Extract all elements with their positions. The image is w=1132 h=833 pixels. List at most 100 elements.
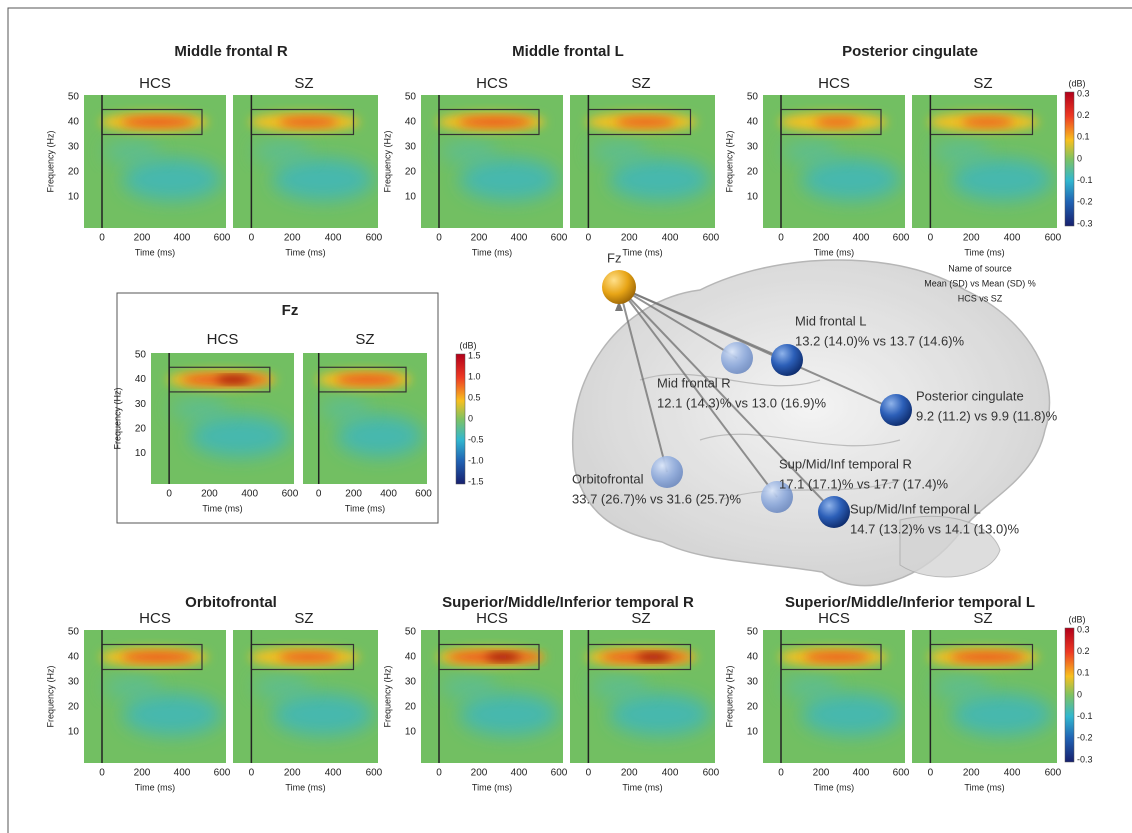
colorbar-tick: -0.3: [1077, 754, 1093, 764]
y-tick-label: 10: [135, 448, 147, 459]
panel-title: Superior/Middle/Inferior temporal R: [442, 594, 694, 611]
x-tick-label: 400: [1004, 768, 1021, 779]
source-stats: 17.1 (17.1)% vs 17.7 (17.4)%: [779, 476, 949, 491]
panel-title: Posterior cingulate: [842, 43, 978, 60]
heatmap: [233, 95, 378, 228]
condition-label: HCS: [476, 75, 508, 92]
y-tick-label: 10: [747, 192, 759, 203]
panel-title: Orbitofrontal: [185, 594, 277, 611]
x-tick-label: 200: [201, 489, 218, 500]
legend-line: Name of source: [948, 263, 1012, 273]
y-tick-label: 40: [747, 652, 759, 663]
colorbar-tick: -0.1: [1077, 175, 1093, 185]
panel-title: Middle frontal R: [174, 43, 287, 60]
source-stats: 14.7 (13.2)% vs 14.1 (13.0)%: [850, 521, 1020, 536]
source-node: [818, 496, 850, 528]
condition-label: SZ: [294, 610, 313, 627]
colorbar: [456, 354, 465, 484]
y-tick-label: 40: [135, 374, 147, 385]
panel-title: Middle frontal L: [512, 43, 624, 60]
y-tick-label: 50: [405, 92, 417, 103]
y-tick-label: 30: [135, 399, 147, 410]
y-tick-label: 40: [68, 652, 80, 663]
colorbar-tick: 1.5: [468, 350, 481, 360]
heatmap-band: [278, 652, 338, 661]
heatmap-low: [272, 158, 374, 201]
x-axis-label: Time (ms): [622, 247, 662, 257]
x-tick-label: 0: [436, 768, 442, 779]
condition-label: HCS: [207, 331, 239, 348]
source-stats: 9.2 (11.2) vs 9.9 (11.8)%: [916, 408, 1058, 423]
y-tick-label: 40: [405, 117, 417, 128]
y-tick-label: 20: [135, 423, 147, 434]
colorbar-tick: -0.2: [1077, 733, 1093, 743]
heatmap-low: [801, 158, 900, 201]
x-tick-label: 200: [813, 768, 830, 779]
heatmap-low: [253, 676, 311, 697]
heatmap-peak: [486, 654, 520, 661]
condition-label: HCS: [818, 610, 850, 627]
heatmap-band: [335, 375, 399, 384]
source-name: Mid frontal L: [795, 313, 867, 328]
x-tick-label: 0: [928, 233, 934, 244]
condition-label: SZ: [973, 610, 992, 627]
y-tick-label: 10: [68, 192, 80, 203]
y-tick-label: 40: [68, 117, 80, 128]
condition-label: SZ: [294, 75, 313, 92]
heatmap-peak: [216, 376, 250, 383]
colorbar-tick: 0.2: [1077, 110, 1090, 120]
x-tick-label: 600: [415, 489, 432, 500]
colorbar-tick: -0.1: [1077, 711, 1093, 721]
heatmap-band: [121, 117, 195, 126]
colorbar-tick: 0.5: [468, 392, 481, 402]
x-axis-label: Time (ms): [472, 247, 512, 257]
x-tick-label: 200: [621, 768, 638, 779]
panel-title: Fz: [282, 302, 299, 319]
y-tick-label: 20: [747, 167, 759, 178]
x-tick-label: 400: [241, 489, 258, 500]
heatmap-low: [104, 141, 161, 162]
y-axis-label: Frequency (Hz): [45, 665, 55, 727]
x-tick-label: 400: [853, 768, 870, 779]
x-tick-label: 600: [703, 768, 720, 779]
heatmap: [570, 95, 715, 228]
colorbar: [1065, 92, 1074, 226]
y-tick-label: 20: [68, 167, 80, 178]
heatmap-low: [590, 676, 648, 697]
y-axis-label: Frequency (Hz): [724, 130, 734, 192]
y-axis-label: Frequency (Hz): [382, 665, 392, 727]
y-tick-label: 30: [68, 142, 80, 153]
heatmap-low: [253, 141, 311, 162]
x-axis-label: Time (ms): [622, 782, 662, 792]
x-tick-label: 200: [284, 768, 301, 779]
x-tick-label: 200: [284, 233, 301, 244]
y-tick-label: 50: [405, 627, 417, 638]
x-tick-label: 600: [1045, 233, 1062, 244]
y-tick-label: 50: [68, 92, 80, 103]
y-tick-label: 20: [68, 702, 80, 713]
heatmap-band: [961, 117, 1014, 126]
x-tick-label: 400: [325, 768, 342, 779]
colorbar-tick: 0.1: [1077, 668, 1090, 678]
heatmap-low: [122, 158, 221, 201]
x-tick-label: 400: [174, 233, 191, 244]
x-tick-label: 0: [436, 233, 442, 244]
heatmap-low: [932, 676, 990, 697]
y-tick-label: 30: [405, 677, 417, 688]
x-tick-label: 0: [316, 489, 322, 500]
heatmap-low: [441, 676, 498, 697]
x-tick-label: 200: [345, 489, 362, 500]
y-tick-label: 50: [747, 627, 759, 638]
condition-label: SZ: [631, 610, 650, 627]
x-tick-label: 400: [853, 233, 870, 244]
x-tick-label: 600: [214, 768, 231, 779]
x-tick-label: 600: [893, 768, 910, 779]
source-name: Mid frontal R: [657, 375, 731, 390]
colorbar-tick: -1.5: [468, 476, 484, 486]
condition-label: HCS: [476, 610, 508, 627]
x-tick-label: 400: [380, 489, 397, 500]
x-tick-label: 600: [1045, 768, 1062, 779]
figure: Middle frontal RHCS0200400600Time (ms)50…: [0, 0, 1132, 833]
colorbar-tick: 0.3: [1077, 624, 1090, 634]
y-tick-label: 50: [135, 350, 147, 361]
